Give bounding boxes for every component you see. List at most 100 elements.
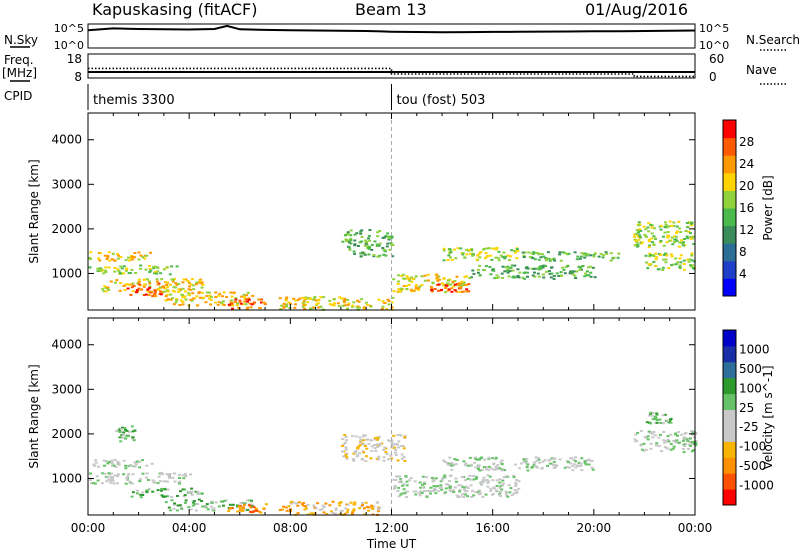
velocity-cell: [403, 435, 407, 438]
velocity-cell: [466, 487, 470, 490]
power-cell: [214, 296, 218, 299]
power-cell: [493, 277, 497, 280]
velocity-cell: [373, 447, 377, 450]
velocity-cell: [364, 445, 367, 448]
power-cell: [105, 258, 109, 261]
power-cell: [444, 284, 448, 287]
velocity-cell: [177, 482, 181, 485]
velocity-cell: [206, 508, 210, 511]
power-cell: [278, 297, 282, 300]
velocity-cell: [249, 506, 253, 509]
power-cell: [132, 284, 136, 287]
power-cell: [104, 271, 108, 273]
power-cell: [589, 254, 593, 257]
velocity-cell: [306, 503, 310, 506]
velocity-colorbar-cell: [723, 377, 736, 395]
velocity-cell: [158, 480, 162, 483]
power-cell: [436, 279, 440, 282]
velocity-cell: [123, 427, 127, 430]
power-cell: [389, 242, 393, 245]
power-cell: [109, 280, 113, 283]
velocity-cell: [494, 468, 498, 471]
velocity-cell: [109, 481, 113, 484]
velocity-cell: [646, 435, 650, 438]
velocity-cell: [515, 490, 519, 493]
time-tick-label-5: 20:00: [577, 521, 612, 535]
power-cell: [239, 302, 243, 305]
velocity-cell: [194, 509, 198, 512]
power-cell: [349, 242, 353, 245]
velocity-cell: [565, 465, 569, 468]
power-cell: [662, 244, 666, 247]
power-cell: [106, 286, 110, 289]
velocity-cell: [491, 479, 495, 482]
power-cell: [587, 274, 591, 277]
cpid-label: CPID: [4, 89, 32, 103]
power-cell: [328, 303, 332, 306]
power-cell: [298, 297, 302, 300]
velocity-cell: [465, 485, 469, 488]
power-cell: [231, 307, 234, 310]
power-colorbar-cell: [723, 208, 736, 227]
velocity-cell: [178, 477, 181, 479]
power-cell: [637, 221, 641, 224]
velocity-cell: [162, 495, 166, 498]
power-cell: [449, 250, 453, 253]
power-cell: [414, 287, 418, 290]
power-cell: [682, 241, 685, 244]
power-cell: [426, 273, 430, 276]
velocity-cell: [669, 433, 673, 436]
velocity-cell: [89, 472, 92, 475]
velocity-cell: [178, 480, 182, 483]
power-cell: [360, 298, 364, 301]
velocity-cell: [636, 432, 640, 434]
power-cell: [201, 283, 205, 286]
velocity-cell: [245, 499, 249, 502]
velocity-cell: [376, 510, 380, 513]
velocity-cell: [663, 441, 667, 444]
power-cell: [673, 235, 677, 238]
power-cell: [197, 292, 201, 295]
power-cell: [209, 299, 213, 301]
velocity-cell: [645, 421, 649, 424]
power-cell: [152, 267, 156, 270]
velocity-cell: [395, 475, 399, 478]
power-cell: [360, 252, 364, 255]
power-cell: [160, 278, 164, 281]
power-cell: [391, 244, 395, 246]
power-cell: [418, 285, 422, 288]
velocity-cell: [94, 461, 98, 464]
power-cell: [231, 304, 235, 307]
power-cell: [127, 259, 131, 262]
velocity-colorbar-cell: [723, 393, 736, 410]
velocity-cell: [517, 487, 521, 490]
velocity-cell: [135, 460, 139, 463]
power-cell: [655, 256, 659, 259]
power-cell: [153, 292, 157, 295]
velocity-colorbar-tick-7: -1000: [739, 479, 774, 493]
velocity-cell: [302, 502, 306, 504]
velocity-cell: [397, 495, 401, 498]
velocity-cell: [183, 501, 187, 504]
power-cell: [526, 275, 529, 278]
velocity-cell: [210, 501, 214, 504]
velocity-cell: [246, 508, 250, 511]
power-cell: [677, 245, 681, 248]
power-cell: [472, 272, 476, 275]
velocity-cell: [357, 452, 361, 455]
power-band-10: [442, 246, 520, 262]
velocity-cell: [583, 461, 587, 464]
velocity-cell: [479, 457, 483, 460]
power-cell: [435, 277, 439, 280]
power-cell: [405, 275, 409, 278]
velocity-cell: [378, 442, 382, 445]
power-cell: [200, 291, 204, 294]
power-cell: [404, 285, 408, 287]
power-cell: [175, 299, 179, 302]
beam-label: Beam 13: [355, 0, 427, 19]
velocity-cell: [304, 507, 308, 510]
velocity-cell: [95, 475, 99, 478]
power-cell: [678, 264, 682, 267]
power-colorbar-tick-5: 24: [739, 157, 754, 171]
power-cell: [485, 247, 489, 250]
